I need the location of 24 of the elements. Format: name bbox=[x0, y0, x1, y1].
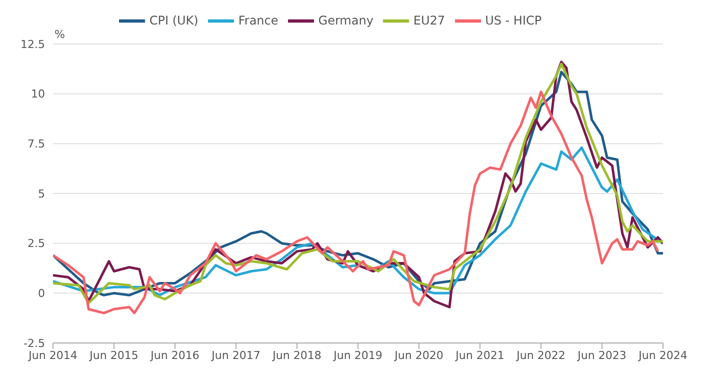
legend-label: France bbox=[238, 13, 278, 28]
legend-label: CPI (UK) bbox=[149, 13, 198, 28]
x-tick-label: Jun 2022 bbox=[516, 348, 566, 362]
y-tick-label: 2.5 bbox=[28, 237, 45, 250]
legend-label: EU27 bbox=[413, 13, 446, 28]
x-tick-label: Jun 2024 bbox=[638, 348, 688, 362]
x-tick-label: Jun 2020 bbox=[394, 348, 444, 362]
y-tick-label: 12.5 bbox=[20, 38, 45, 51]
y-tick-label: -2.5 bbox=[24, 336, 45, 350]
y-axis-title: % bbox=[54, 28, 65, 41]
y-tick-label: 7.5 bbox=[28, 138, 45, 151]
x-tick-label: Jun 2016 bbox=[150, 348, 200, 362]
x-tick-label: Jun 2021 bbox=[454, 348, 504, 362]
y-tick-label: 0 bbox=[38, 287, 45, 300]
y-tick-label: 5 bbox=[38, 187, 45, 200]
x-tick-label: Jun 2023 bbox=[576, 348, 626, 362]
x-tick-label: Jun 2017 bbox=[210, 348, 260, 362]
x-tick-label: Jun 2014 bbox=[28, 348, 78, 362]
legend-label: Germany bbox=[318, 13, 374, 28]
legend-label: US - HICP bbox=[485, 13, 542, 28]
x-tick-label: Jun 2019 bbox=[332, 348, 382, 362]
x-tick-label: Jun 2015 bbox=[88, 348, 138, 362]
x-tick-label: Jun 2018 bbox=[272, 348, 322, 362]
y-tick-label: 10 bbox=[31, 88, 45, 101]
